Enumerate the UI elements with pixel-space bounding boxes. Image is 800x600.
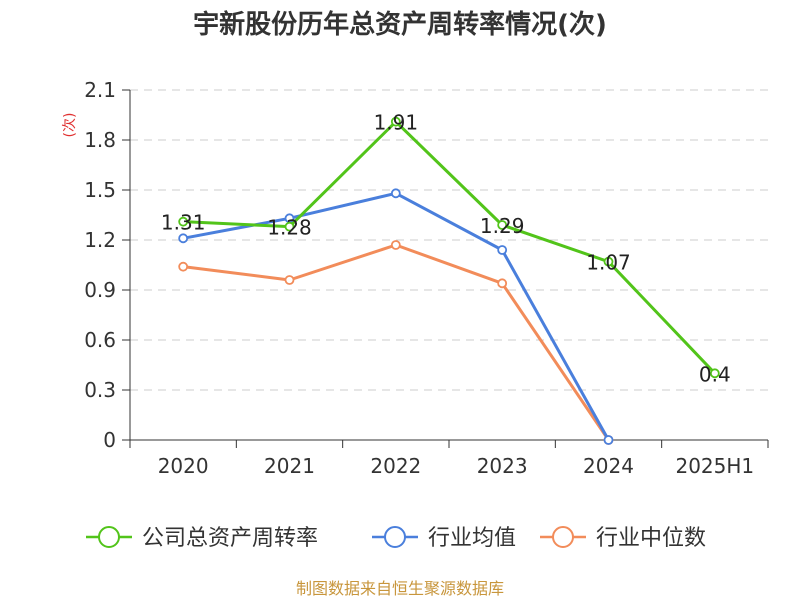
y-tick-label: 1.8 — [84, 128, 116, 152]
y-axis: 0 0.3 0.6 0.9 1.2 1.5 1.8 2.1 — [84, 78, 131, 452]
data-point — [497, 220, 508, 230]
series-layer: 1.31 1.28 1.91 1.29 1.07 0.4 — [161, 111, 731, 445]
y-tick-label: 0.6 — [84, 328, 116, 352]
y-tick-label: 0.9 — [84, 278, 116, 302]
data-point — [178, 261, 189, 272]
y-tick-label: 1.2 — [84, 228, 116, 252]
data-label: 0.4 — [699, 362, 731, 386]
data-point — [178, 216, 189, 227]
series-line-2 — [182, 243, 610, 441]
y-tick-label: 2.1 — [84, 78, 116, 102]
data-point — [709, 368, 720, 379]
x-tick-label: 2023 — [477, 454, 528, 478]
data-point — [390, 240, 401, 250]
legend-swatch-marker — [552, 526, 574, 548]
series-line-1 — [182, 191, 610, 441]
data-point — [390, 188, 401, 199]
x-tick-label: 2022 — [370, 454, 421, 478]
y-tick-label: 1.5 — [84, 178, 116, 202]
x-tick-label: 2020 — [158, 454, 209, 478]
data-point — [603, 256, 614, 267]
legend-label: 行业均值 — [428, 526, 516, 551]
x-axis: 2020 2021 2022 2023 2024 2025H1 — [129, 439, 769, 478]
data-label: 1.31 — [161, 211, 206, 235]
data-label: 1.07 — [586, 251, 631, 275]
data-label: 1.29 — [480, 214, 525, 238]
data-point — [284, 275, 295, 285]
legend-swatch-marker — [98, 526, 120, 548]
legend-label: 公司总资产周转率 — [142, 526, 318, 551]
x-tick-label: 2025H1 — [675, 454, 754, 478]
legend-label: 行业中位数 — [596, 526, 706, 551]
legend-swatch-marker — [384, 526, 406, 548]
legend: 公司总资产周转率 行业均值 行业中位数 — [86, 526, 706, 551]
source-note: 制图数据来自恒生聚源数据库 — [296, 579, 504, 598]
y-axis-unit-label: (次) — [62, 113, 78, 138]
data-label: 1.91 — [374, 111, 419, 135]
data-point — [284, 221, 295, 232]
x-tick-label: 2021 — [264, 454, 315, 478]
data-point — [603, 435, 614, 445]
grid-lines — [130, 89, 768, 391]
data-label: 1.28 — [267, 216, 312, 240]
data-point — [497, 245, 508, 255]
data-point — [390, 116, 401, 127]
chart-title: 宇新股份历年总资产周转率情况(次) — [193, 9, 607, 40]
data-point — [497, 278, 508, 289]
series-line-0 — [183, 120, 716, 375]
x-tick-label: 2024 — [583, 454, 634, 478]
y-tick-label: 0.3 — [84, 378, 116, 402]
y-tick-label: 0 — [103, 428, 116, 452]
data-point — [178, 233, 189, 244]
